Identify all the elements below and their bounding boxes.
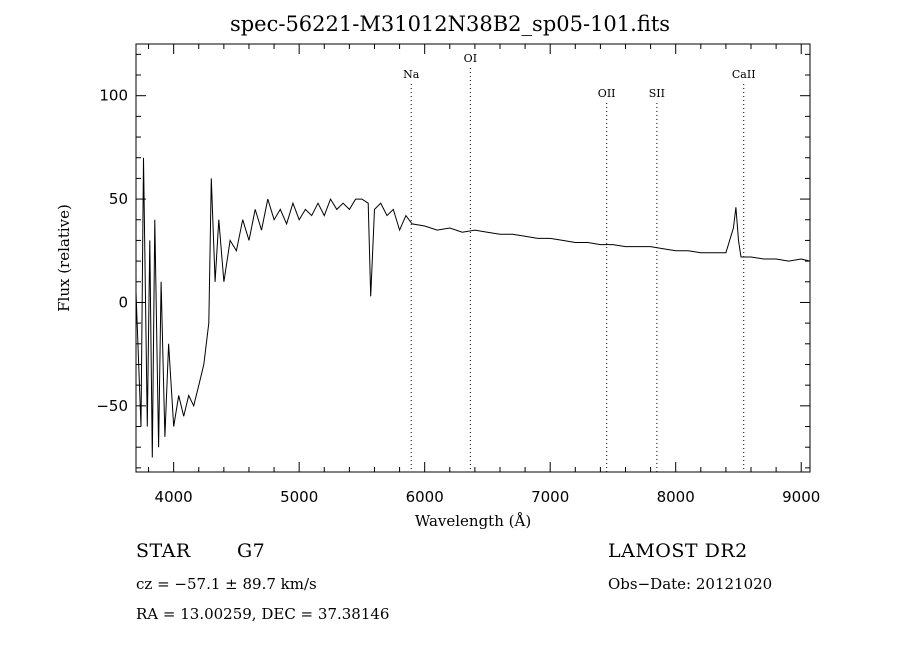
obs-date: Obs−Date: 20121020 — [608, 575, 773, 593]
y-tick-label: 0 — [118, 293, 128, 311]
y-tick-label: 50 — [109, 190, 128, 208]
y-tick-label: −50 — [96, 397, 128, 415]
reference-line-label: CaII — [732, 68, 756, 81]
x-tick-label: 7000 — [531, 488, 569, 506]
reference-line-label: SII — [649, 87, 665, 100]
survey-name: LAMOST DR2 — [608, 540, 748, 562]
coordinates: RA = 13.00259, DEC = 37.38146 — [136, 605, 390, 623]
x-tick-label: 8000 — [657, 488, 695, 506]
reference-line-label: Na — [403, 68, 420, 81]
y-axis-label: Flux (relative) — [55, 204, 73, 312]
object-class: STAR — [136, 540, 191, 562]
spectrum-line — [136, 157, 810, 458]
x-tick-label: 9000 — [782, 488, 820, 506]
object-subclass: G7 — [237, 540, 266, 562]
velocity-readout: cz = −57.1 ± 89.7 km/s — [136, 575, 317, 593]
axis-ticks: 4000 5000 6000 7000 8000 9000 −50 0 50 100 — [96, 44, 820, 506]
x-tick-label: 4000 — [155, 488, 193, 506]
x-tick-label: 6000 — [406, 488, 444, 506]
reference-line-label: OII — [598, 87, 616, 100]
plot-frame — [135, 43, 811, 473]
y-tick-label: 100 — [99, 87, 128, 105]
x-axis-label: Wavelength (Å) — [414, 512, 532, 530]
series-group — [136, 157, 810, 458]
chart-title: spec-56221-M31012N38B2_sp05-101.fits — [229, 12, 671, 36]
x-tick-label: 5000 — [280, 488, 318, 506]
reference-lines: Na OI OII SII CaII — [403, 52, 756, 472]
reference-line-label: OI — [464, 52, 477, 65]
